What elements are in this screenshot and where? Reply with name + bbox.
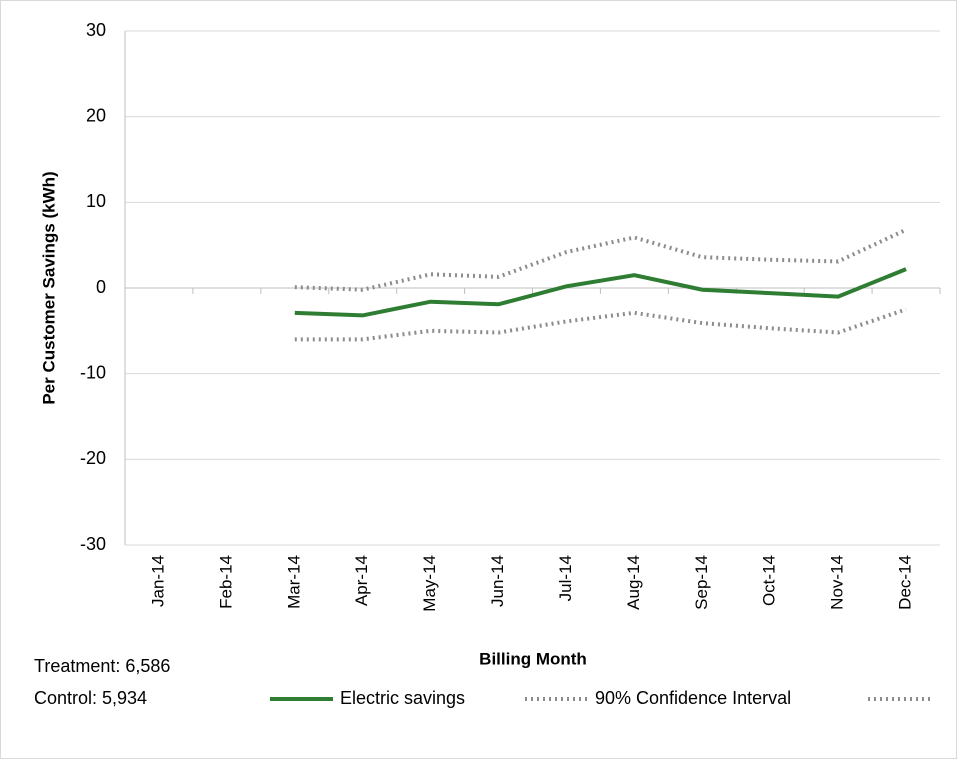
x-tick-label: Jan-14 [148, 555, 167, 607]
x-tick-label: Jul-14 [556, 555, 575, 601]
x-tick-label: Feb-14 [216, 555, 235, 609]
legend-label: Electric savings [340, 688, 465, 708]
y-tick-label: -30 [80, 534, 106, 554]
series-line [294, 227, 907, 292]
annotation: Treatment: 6,586 [34, 656, 170, 676]
legend-label: 90% Confidence Interval [595, 688, 791, 708]
annotation: Control: 5,934 [34, 688, 147, 708]
series-line [294, 267, 907, 318]
x-tick-label: Nov-14 [828, 555, 847, 610]
y-tick-label: -10 [80, 362, 106, 382]
series-line [294, 307, 907, 342]
x-axis-title: Billing Month [479, 649, 587, 668]
y-tick-label: 20 [86, 105, 106, 125]
x-tick-label: Aug-14 [624, 555, 643, 610]
x-tick-label: Dec-14 [896, 555, 915, 610]
y-tick-label: -20 [80, 448, 106, 468]
y-tick-label: 10 [86, 191, 106, 211]
x-tick-label: Mar-14 [284, 555, 303, 609]
x-tick-label: Oct-14 [760, 555, 779, 606]
x-tick-label: May-14 [420, 555, 439, 612]
y-tick-label: 30 [86, 20, 106, 40]
y-tick-label: 0 [96, 277, 106, 297]
y-axis-title: Per Customer Savings (kWh) [39, 171, 58, 404]
x-tick-label: Apr-14 [352, 555, 371, 606]
x-tick-label: Jun-14 [488, 555, 507, 607]
x-tick-label: Sep-14 [692, 555, 711, 610]
